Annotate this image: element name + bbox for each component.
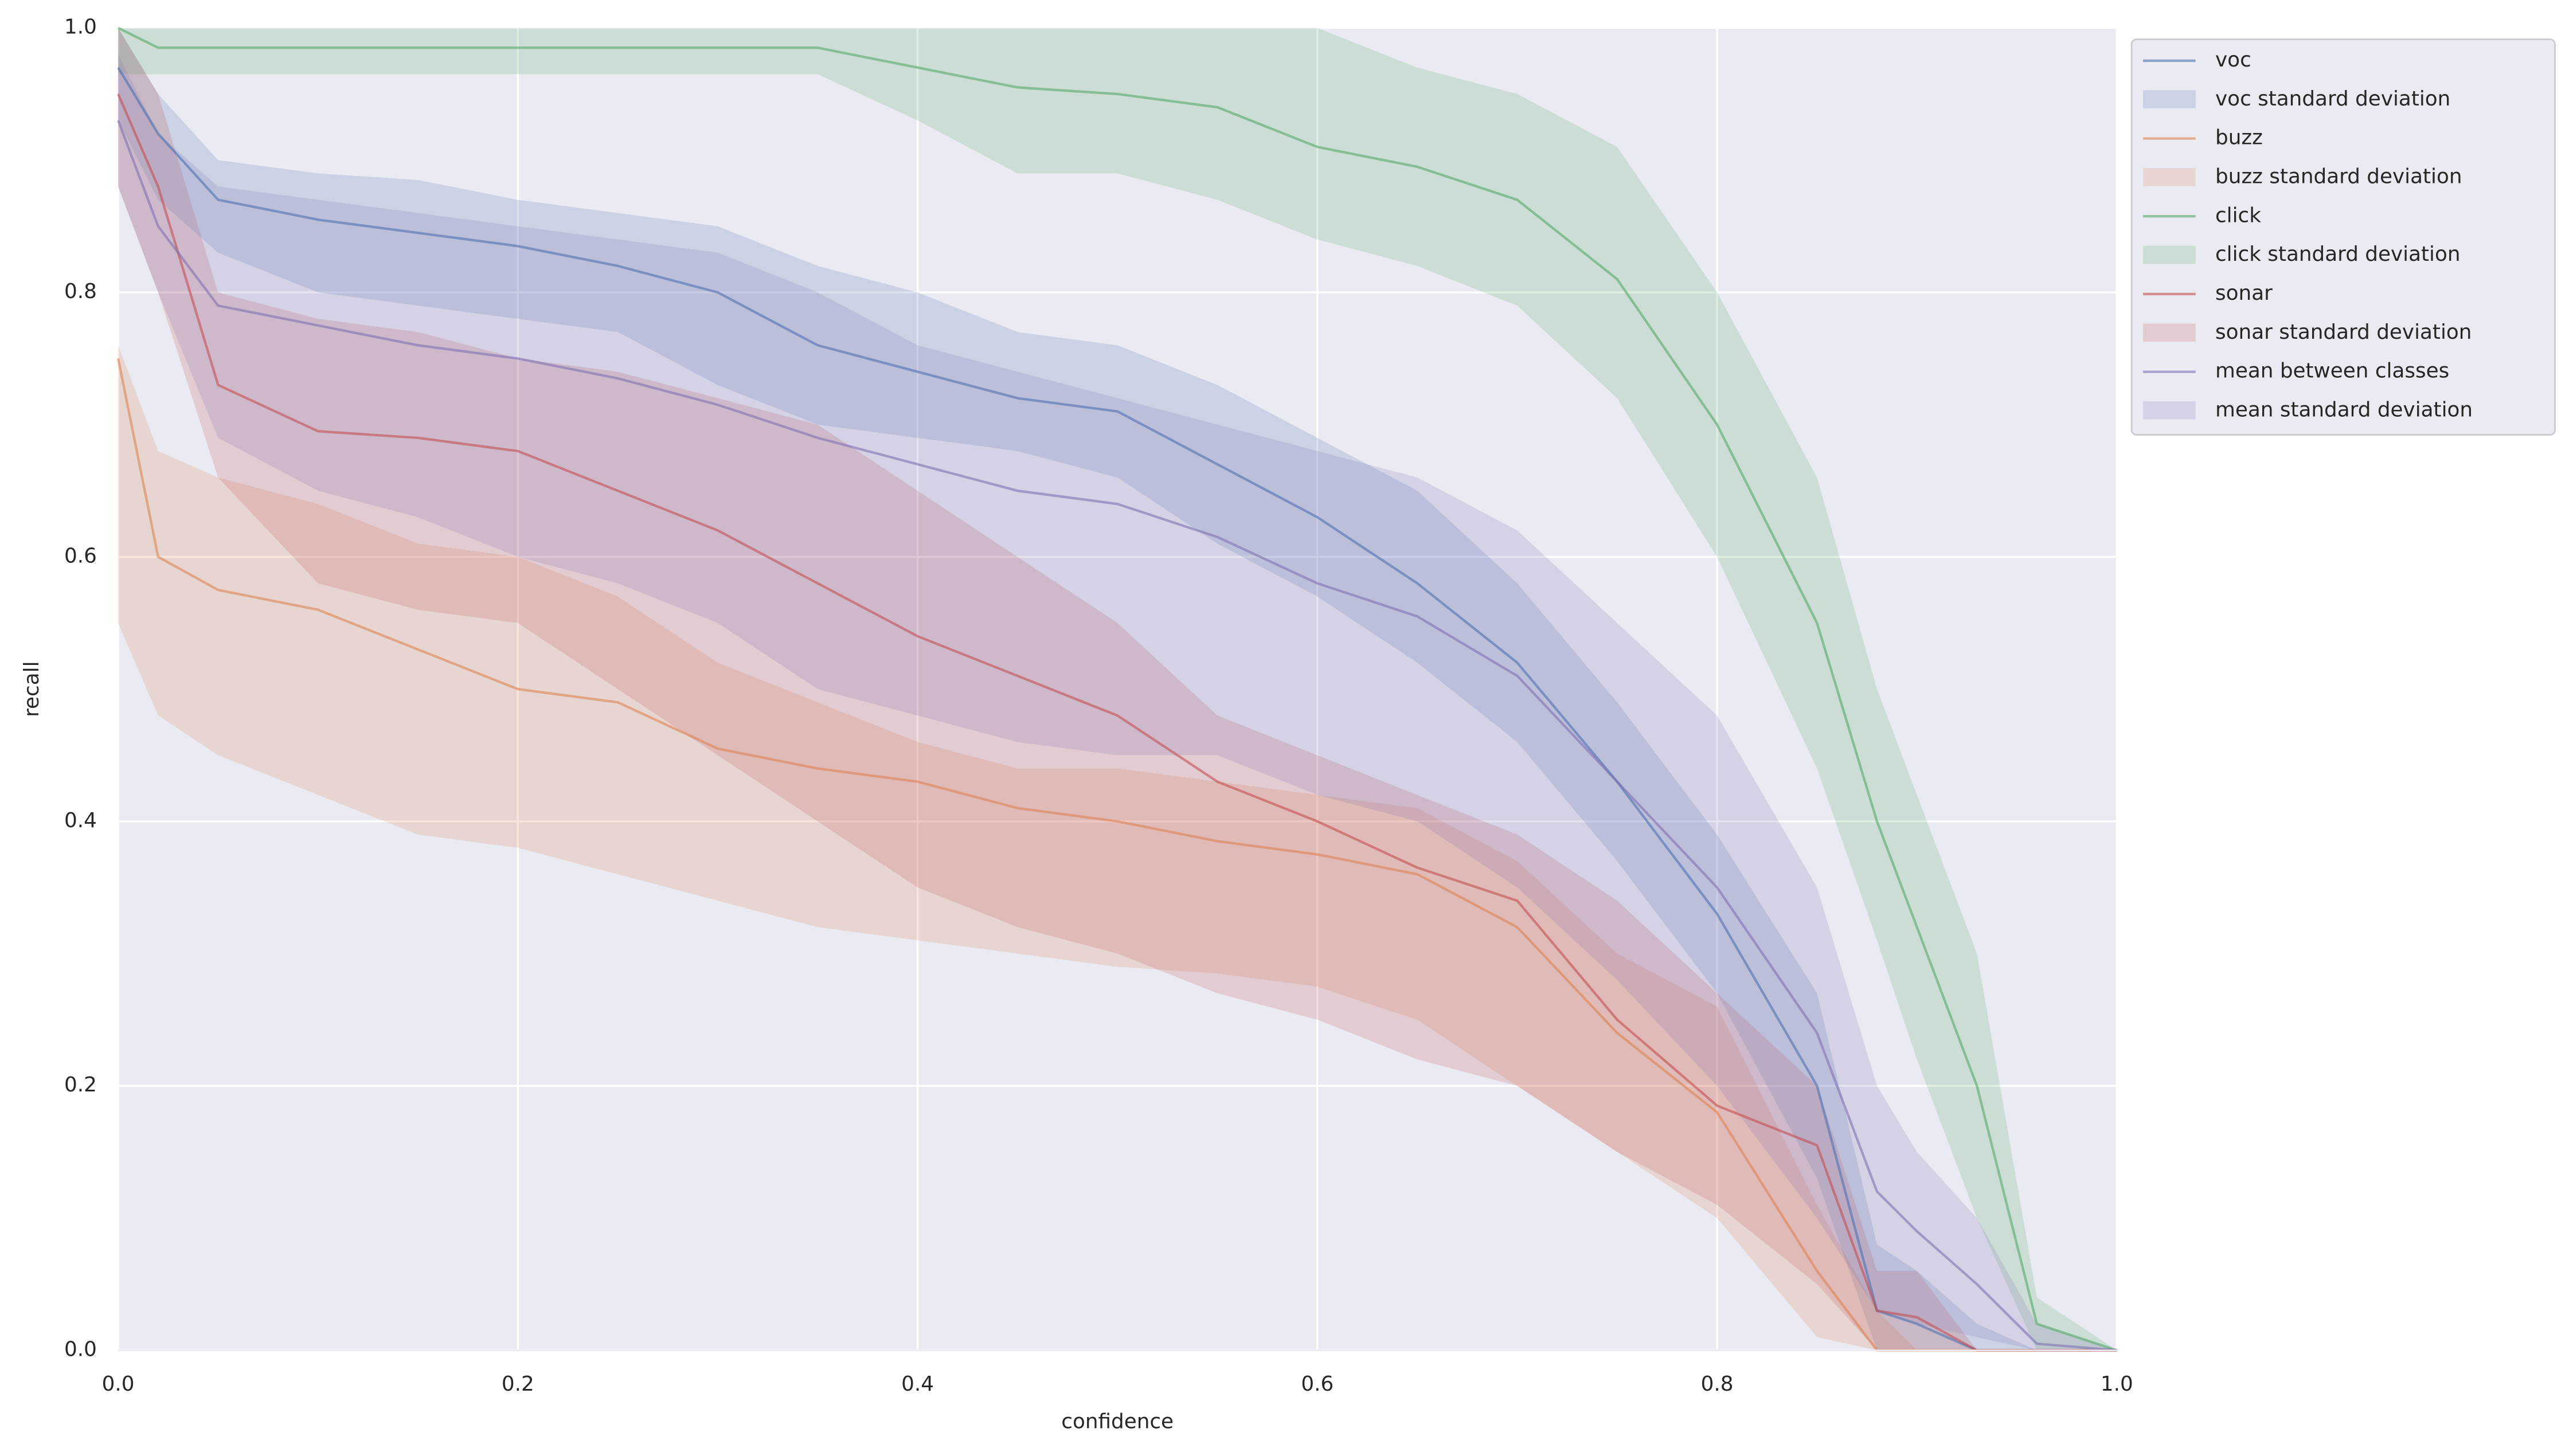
legend: voc voc standard deviation buzz buzz standa… [2130, 38, 2556, 436]
y-tick-label: 0.0 [64, 1338, 97, 1361]
series-line [117, 120, 2117, 1352]
legend-label: click standard deviation [2215, 242, 2461, 266]
y-tick-label: 0.8 [64, 280, 97, 303]
legend-band-key [2143, 168, 2196, 186]
legend-band-key [2143, 401, 2196, 420]
legend-label: buzz standard deviation [2215, 165, 2462, 188]
x-tick-label: 0.6 [1301, 1372, 1334, 1396]
y-axis-label: recall [20, 661, 44, 717]
x-tick-label: 0.0 [102, 1372, 135, 1396]
legend-band-key [2143, 90, 2196, 108]
legend-label: voc [2215, 48, 2251, 72]
y-tick-label: 0.2 [64, 1073, 97, 1097]
legend-band-key [2143, 323, 2196, 342]
legend-label: sonar standard deviation [2215, 320, 2472, 344]
x-tick-label: 0.4 [901, 1372, 934, 1396]
y-tick-label: 1.0 [64, 15, 97, 39]
legend-label: buzz [2215, 126, 2263, 150]
legend-label: click [2215, 203, 2261, 227]
legend-frame [2130, 38, 2556, 436]
y-tick-label: 0.6 [64, 544, 97, 567]
std-band [118, 28, 2117, 1351]
x-axis-label: confidence [1061, 1410, 1174, 1434]
plot-background [118, 28, 2117, 1351]
legend-label: sonar [2215, 281, 2273, 305]
legend-label: voc standard deviation [2215, 87, 2450, 111]
legend-label: mean between classes [2215, 359, 2449, 383]
series-line [117, 93, 2117, 1352]
x-tick-label: 0.8 [1701, 1372, 1734, 1396]
legend-label: mean standard deviation [2215, 398, 2473, 421]
series-line [118, 26, 2117, 1352]
legend-band-key [2143, 245, 2196, 264]
std-band [118, 345, 2117, 1351]
x-tick-label: 1.0 [2101, 1372, 2133, 1396]
y-tick-label: 0.4 [64, 809, 97, 832]
x-tick-label: 0.2 [502, 1372, 534, 1396]
